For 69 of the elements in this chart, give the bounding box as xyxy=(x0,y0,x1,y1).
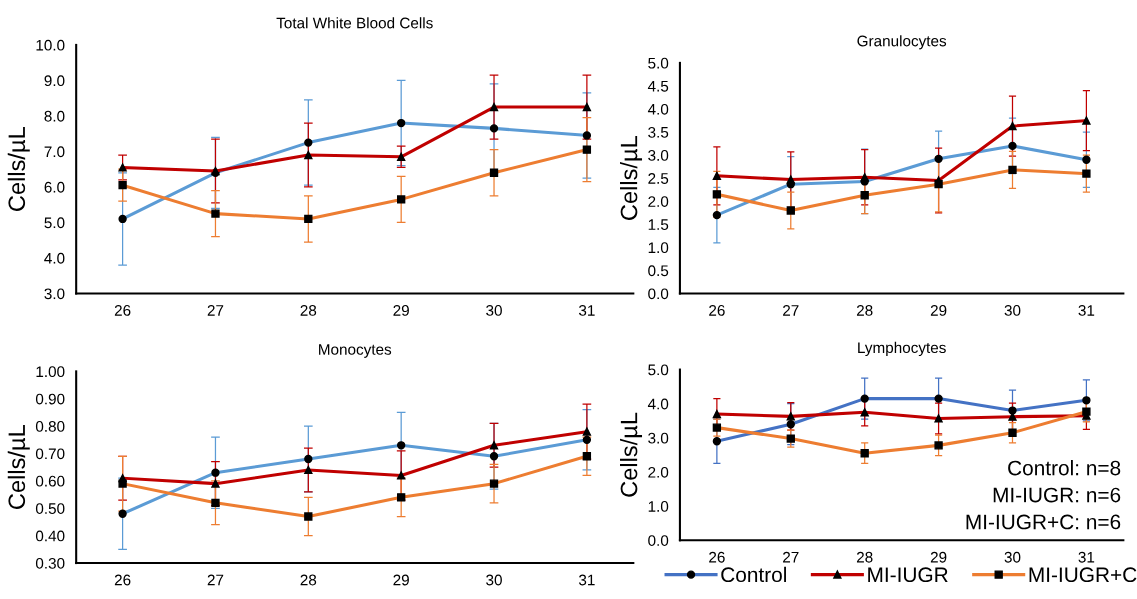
chart-title: Monocytes xyxy=(319,344,392,358)
y-tick-label: 4.5 xyxy=(647,80,669,92)
y-tick-label: 4.0 xyxy=(44,252,65,264)
x-tick-label: 28 xyxy=(300,574,317,586)
y-tick-label: 0.80 xyxy=(35,421,65,432)
x-tick-label: 30 xyxy=(1004,551,1021,563)
annotation: Control: n=8 MI-IUGR: n=6 MI-IUGR+C: n=6 xyxy=(966,460,1121,530)
y-tick-label: 1.00 xyxy=(36,366,65,378)
chart-title: Granulocytes xyxy=(857,35,947,50)
x-tick-label: 29 xyxy=(393,574,409,586)
y-tick-label: 1.5 xyxy=(648,219,669,231)
y-tick-label: 0.70 xyxy=(35,448,65,460)
y-tick-label: 1.0 xyxy=(648,242,669,254)
y-tick-label: 5.0 xyxy=(648,364,669,376)
y-tick-label: 3.5 xyxy=(648,126,669,138)
y-tick-label: 9.0 xyxy=(44,75,65,87)
legend-label: MI-IUGR+C xyxy=(1029,567,1137,583)
y-tick-label: 2.0 xyxy=(648,466,669,478)
y-axis-title: Cells/µL xyxy=(620,412,643,497)
y-tick-label: 3.0 xyxy=(44,288,65,300)
y-axis-title: Cells/µL xyxy=(7,127,30,211)
y-tick-label: 0.40 xyxy=(35,530,65,542)
y-tick-label: 5.0 xyxy=(44,217,65,229)
x-tick-label: 26 xyxy=(709,305,725,316)
x-tick-label: 31 xyxy=(578,305,595,316)
x-tick-label: 29 xyxy=(930,551,947,563)
chart-title: Total White Blood Cells xyxy=(276,17,433,29)
y-tick-label: 2.0 xyxy=(648,196,669,207)
x-tick-label: 31 xyxy=(1078,305,1095,316)
x-tick-label: 31 xyxy=(1078,551,1095,563)
y-tick-label: 0.0 xyxy=(648,288,669,300)
y-tick-label: 0.0 xyxy=(648,535,669,546)
legend-label: MI-IUGR xyxy=(868,567,948,583)
y-tick-label: 3.0 xyxy=(648,150,669,161)
y-tick-label: 0.30 xyxy=(35,557,65,569)
x-tick-label: 27 xyxy=(783,551,799,563)
y-tick-label: 1.0 xyxy=(648,501,669,512)
y-tick-label: 0.60 xyxy=(35,475,65,487)
y-tick-label: 4.0 xyxy=(647,398,669,410)
x-tick-label: 30 xyxy=(1004,305,1021,316)
x-tick-label: 31 xyxy=(578,574,595,586)
legend-label: Control xyxy=(721,566,786,583)
chart-title: Lymphocytes xyxy=(858,341,946,357)
x-tick-label: 26 xyxy=(114,574,131,586)
y-axis-title: Cells/µL xyxy=(620,136,643,220)
x-tick-label: 30 xyxy=(486,305,502,316)
y-tick-label: 2.5 xyxy=(648,173,669,184)
x-tick-label: 30 xyxy=(486,574,502,586)
x-tick-label: 28 xyxy=(856,305,873,316)
x-tick-label: 26 xyxy=(114,305,131,316)
y-tick-label: 6.0 xyxy=(44,181,65,193)
y-tick-label: 10.0 xyxy=(36,39,65,51)
y-tick-label: 3.0 xyxy=(648,432,669,444)
y-tick-label: 5.0 xyxy=(648,57,669,69)
y-tick-label: 0.90 xyxy=(35,393,65,405)
y-tick-label: 0.50 xyxy=(35,503,65,514)
x-tick-label: 26 xyxy=(709,551,725,563)
y-tick-label: 7.0 xyxy=(44,146,65,158)
x-tick-label: 27 xyxy=(207,574,224,586)
x-tick-label: 28 xyxy=(856,551,873,563)
x-tick-label: 27 xyxy=(207,305,224,316)
x-tick-label: 28 xyxy=(300,305,317,316)
y-tick-label: 0.5 xyxy=(648,265,669,277)
x-tick-label: 27 xyxy=(783,305,799,316)
y-tick-label: 8.0 xyxy=(44,110,65,122)
y-axis-title: Cells/µL xyxy=(7,425,30,509)
y-tick-label: 4.0 xyxy=(647,103,669,115)
x-tick-label: 29 xyxy=(393,305,409,316)
x-tick-label: 29 xyxy=(930,305,947,316)
